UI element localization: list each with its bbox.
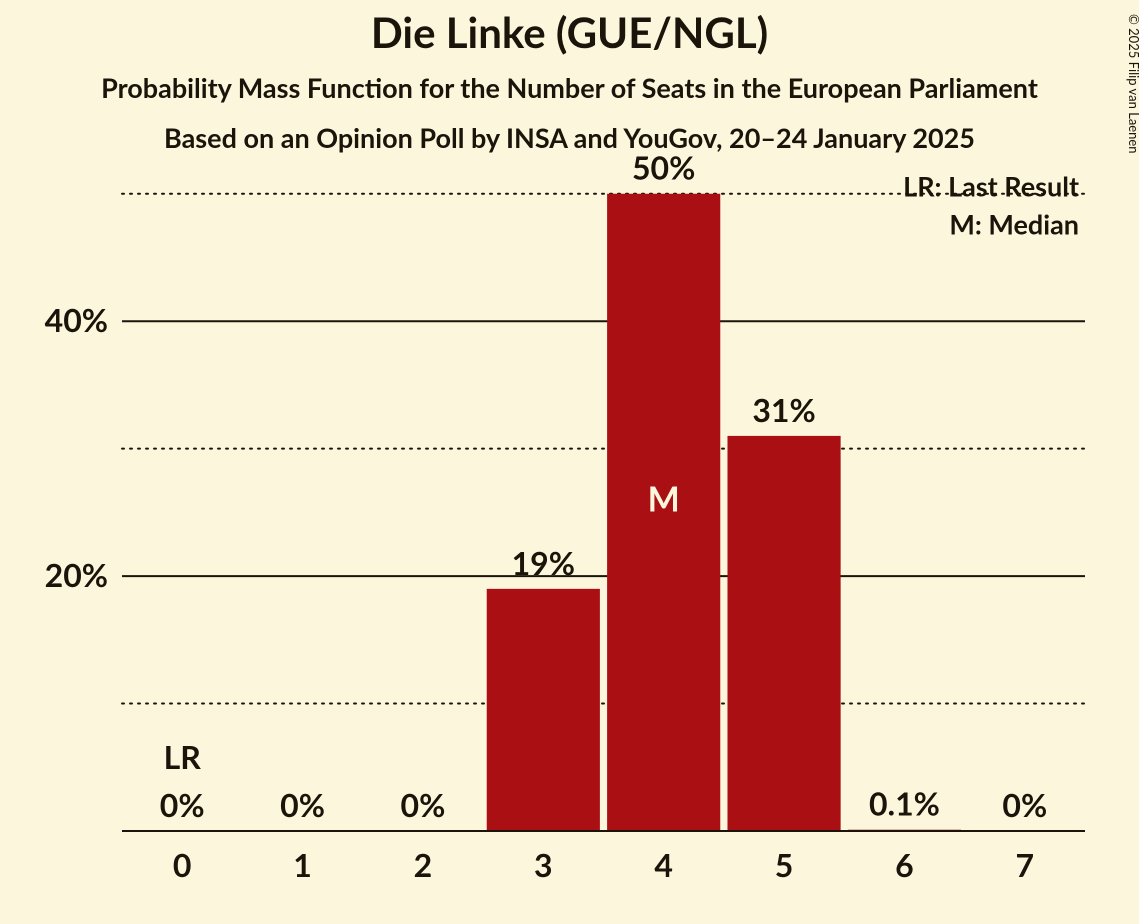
x-axis-tick-label: 3 [534,845,553,884]
chart-subtitle-2: Based on an Opinion Poll by INSA and You… [164,121,975,154]
x-axis-tick-label: 1 [293,845,312,884]
legend-line-m: M: Median [949,208,1079,241]
y-axis-tick-label: 40% [45,300,108,339]
bar [487,589,600,831]
bar-value-label: 0% [1002,785,1047,824]
chart-subtitle-1: Probability Mass Function for the Number… [101,71,1038,104]
x-axis-tick-label: 5 [775,845,794,884]
bar-value-label: 50% [632,148,695,187]
bar-value-label: 31% [752,390,815,429]
bar-value-label: 19% [512,543,575,582]
y-axis-tick-label: 20% [45,555,108,594]
x-axis-tick-label: 4 [654,845,673,884]
x-axis-tick-label: 2 [414,845,433,884]
x-axis-tick-label: 7 [1016,845,1035,884]
bar-median-marker: M [648,479,680,520]
x-axis-tick-label: 6 [895,845,914,884]
chart-svg: Die Linke (GUE/NGL) Probability Mass Func… [0,0,1139,924]
bar-value-label: 0% [280,785,325,824]
bar-value-label: 0% [160,785,205,824]
bar-value-label: 0% [401,785,446,824]
bar-marker-lr: LR [164,737,202,776]
bar [727,436,840,831]
copyright-text: © 2025 Filip van Laenen [1126,14,1139,154]
legend-line-lr: LR: Last Result [903,170,1079,203]
chart-container: Die Linke (GUE/NGL) Probability Mass Func… [0,0,1139,924]
x-axis-tick-label: 0 [173,845,192,884]
bar-value-label: 0.1% [869,784,940,823]
chart-title: Die Linke (GUE/NGL) [371,7,768,57]
